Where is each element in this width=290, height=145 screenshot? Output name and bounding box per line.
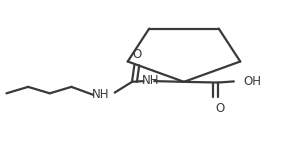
Text: NH: NH — [91, 88, 109, 101]
Text: NH: NH — [142, 74, 160, 87]
Text: OH: OH — [243, 75, 261, 88]
Text: O: O — [215, 102, 225, 115]
Text: O: O — [132, 48, 141, 61]
